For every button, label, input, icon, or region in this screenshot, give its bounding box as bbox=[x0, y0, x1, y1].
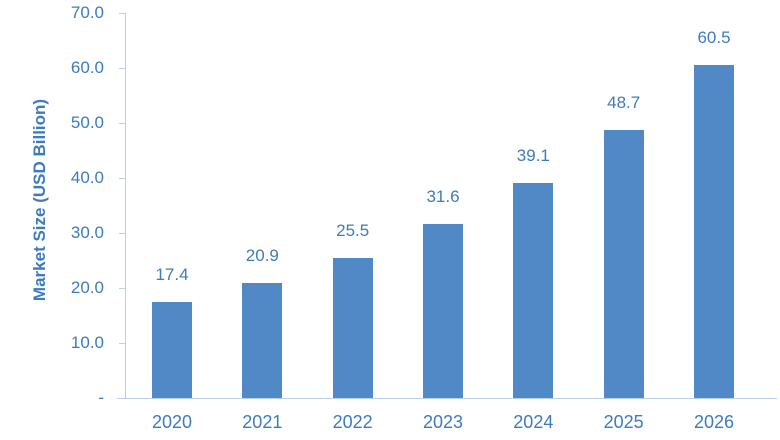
bar-2024 bbox=[513, 182, 554, 398]
data-label-2021: 20.9 bbox=[245, 246, 279, 266]
bar-2026 bbox=[693, 65, 734, 398]
bar-2023 bbox=[422, 224, 463, 398]
bar-2021 bbox=[242, 283, 283, 398]
y-tick-label: - bbox=[98, 388, 104, 407]
bar-2025 bbox=[603, 130, 644, 398]
y-axis-line bbox=[125, 13, 126, 398]
y-tick-label: 50.0 bbox=[70, 113, 104, 132]
y-tick-label: 40.0 bbox=[70, 168, 104, 187]
data-label-2025: 48.7 bbox=[607, 93, 641, 113]
x-tick-label-2023: 2023 bbox=[422, 412, 463, 432]
data-label-2020: 17.4 bbox=[155, 265, 189, 285]
data-label-2026: 60.5 bbox=[697, 28, 731, 48]
y-tick-mark bbox=[119, 233, 125, 234]
bar-2022 bbox=[332, 257, 373, 398]
y-tick-mark bbox=[119, 288, 125, 289]
bar-2020 bbox=[152, 302, 192, 398]
y-tick-label: 20.0 bbox=[70, 278, 104, 297]
x-tick-label-2024: 2024 bbox=[513, 412, 554, 432]
x-tick-label-2020: 2020 bbox=[151, 412, 193, 432]
y-tick-label: 30.0 bbox=[70, 223, 104, 242]
x-tick-label-2026: 2026 bbox=[693, 412, 734, 432]
y-tick-label: 10.0 bbox=[70, 333, 104, 352]
data-label-2024: 39.1 bbox=[516, 145, 550, 165]
y-tick-mark bbox=[119, 68, 125, 69]
y-tick-mark bbox=[119, 178, 125, 179]
y-tick-label: 60.0 bbox=[70, 58, 104, 77]
x-axis-line bbox=[117, 398, 777, 399]
x-tick-label-2025: 2025 bbox=[603, 412, 644, 432]
y-tick-mark bbox=[119, 343, 125, 344]
x-tick-label-2022: 2022 bbox=[332, 412, 373, 432]
y-tick-mark bbox=[119, 123, 125, 124]
data-label-2022: 25.5 bbox=[336, 220, 370, 240]
y-tick-mark bbox=[119, 13, 125, 14]
x-tick-label-2021: 2021 bbox=[242, 412, 283, 432]
y-tick-label: 70.0 bbox=[70, 3, 104, 22]
data-label-2023: 31.6 bbox=[426, 187, 460, 207]
